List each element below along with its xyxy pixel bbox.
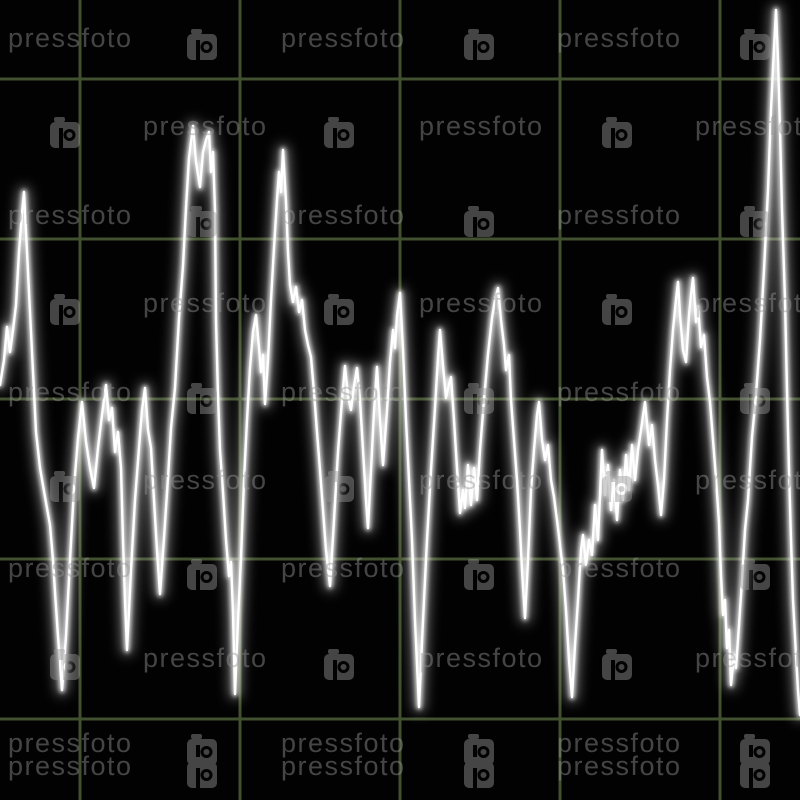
waveform-polyline [0,8,800,717]
waveform-trace [0,4,800,721]
